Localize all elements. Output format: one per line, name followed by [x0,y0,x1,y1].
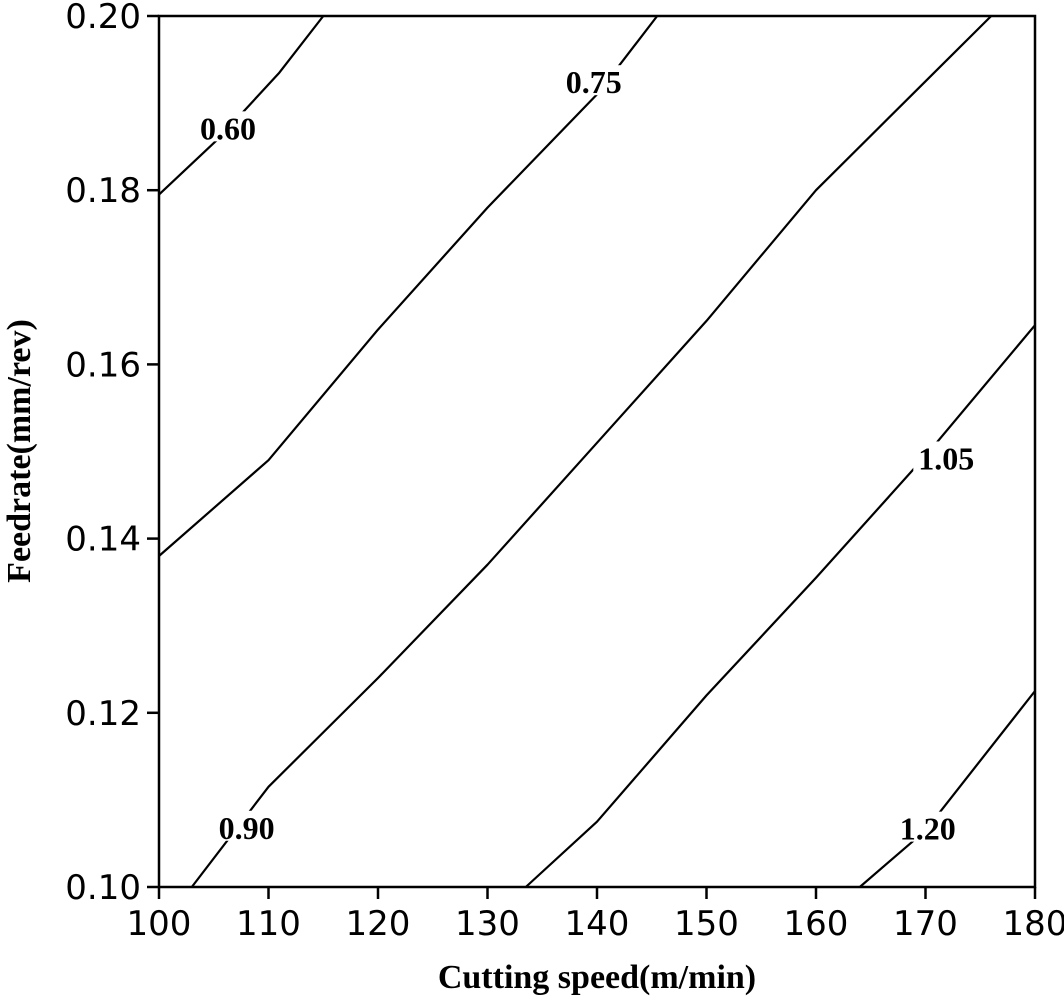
plot-frame [157,14,1037,889]
contour-label-0.60: 0.60 [200,110,256,146]
x-tick-label: 140 [565,904,630,944]
x-tick-label: 180 [1003,904,1064,944]
axis-tick-labels: 100 110 120 130 140 150 160 170 180 0.10 0.12 0.14 0… [65,0,1064,944]
contour-lines [158,15,1036,888]
contour-label-backdrop [194,111,261,142]
y-tick-label: 0.14 [65,520,141,560]
contour-label-backdrop [560,65,627,96]
contour-line-0.60 [158,15,325,196]
x-tick-label: 160 [784,904,849,944]
y-tick-label: 0.20 [65,0,141,37]
y-tick-label: 0.10 [65,868,141,908]
x-axis-title: Cutting speed(m/min) [438,959,756,996]
contour-line-0.90 [190,15,992,888]
x-tick-label: 170 [893,904,958,944]
contour-line-1.05 [525,324,1036,888]
contour-label-backdrop [913,441,980,472]
y-tick-label: 0.12 [65,694,141,734]
axis-ticks [147,14,1037,899]
y-axis-title: Feedrate(mm/rev) [1,319,38,583]
x-tick-label: 150 [674,904,739,944]
contour-line-1.20 [859,690,1036,888]
x-tick-label: 100 [127,904,192,944]
x-tick-label: 110 [236,904,301,944]
contour-label-backdrop [213,810,280,841]
contour-label-0.90: 0.90 [219,810,275,846]
contour-label-1.05: 1.05 [918,440,974,476]
contour-label-0.75: 0.75 [566,64,622,100]
x-tick-label: 130 [455,904,520,944]
contour-labels: 0.60 0.75 0.90 1.05 1.20 [194,64,980,847]
x-tick-label: 120 [346,904,411,944]
y-tick-label: 0.16 [65,345,141,385]
y-tick-label: 0.18 [65,171,141,211]
contour-label-1.20: 1.20 [900,811,956,847]
contour-label-backdrop [894,811,961,842]
